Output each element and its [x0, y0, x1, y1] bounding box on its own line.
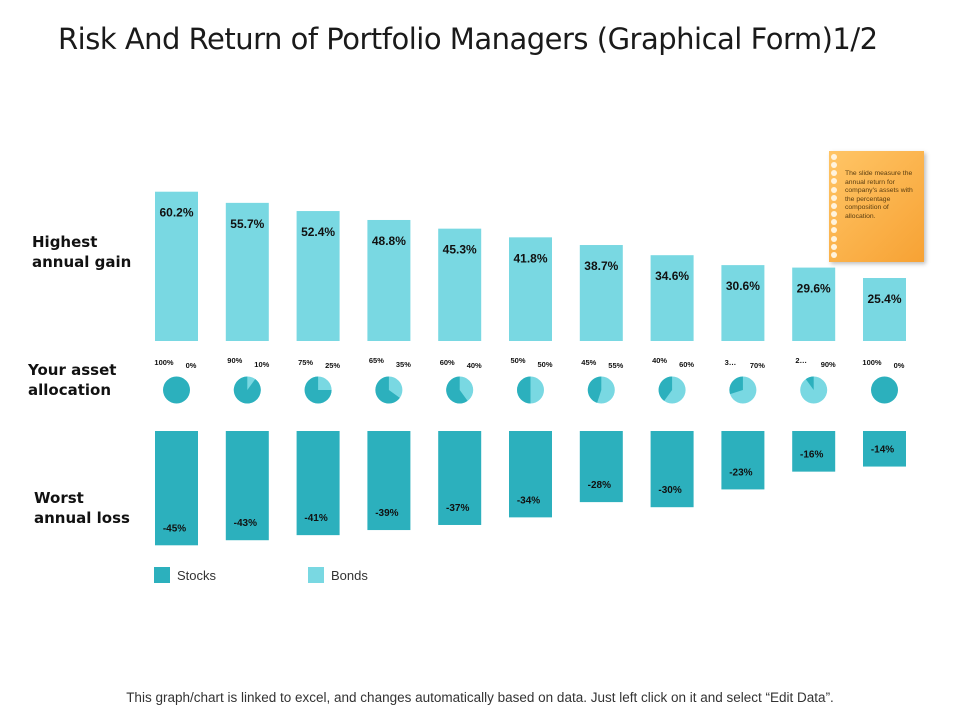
gain-bar [863, 278, 906, 341]
loss-bar-label: -14% [871, 445, 894, 456]
loss-bar-label: -43% [234, 518, 257, 529]
allocation-bond-percent: 70% [750, 361, 765, 370]
allocation-bond-percent: 90% [821, 360, 836, 369]
loss-bar-label: -39% [375, 508, 398, 519]
legend-item-bonds: Bonds [308, 567, 368, 583]
gain-bar-label: 29.6% [797, 282, 831, 296]
loss-bar-label: -37% [446, 503, 469, 514]
row-label-worst-loss: Worst annual loss [34, 488, 154, 528]
loss-bar [579, 431, 623, 503]
allocation-stock-percent: 45% [581, 358, 596, 367]
legend-label-bonds: Bonds [331, 567, 368, 583]
allocation-bond-percent: 50% [537, 360, 552, 369]
legend-item-stocks: Stocks [154, 567, 216, 583]
loss-bar [650, 431, 694, 508]
gain-bar [650, 255, 694, 341]
allocation-bond-percent: 10% [254, 360, 269, 369]
gain-bar-label: 52.4% [301, 225, 335, 239]
loss-bar [438, 431, 482, 525]
page-title: Risk And Return of Portfolio Managers (G… [58, 22, 878, 56]
allocation-stock-percent: 50% [510, 356, 525, 365]
allocation-stock-percent: 2… [795, 356, 807, 365]
row-label-asset-allocation: Your asset allocation [28, 360, 148, 400]
sticky-note: The slide measure the annual return for … [829, 151, 924, 262]
loss-bar [367, 431, 411, 531]
allocation-bond-percent: 35% [396, 360, 411, 369]
allocation-pie-stocks [163, 376, 190, 404]
loss-bar [225, 431, 269, 541]
allocation-bond-percent: 0% [894, 361, 905, 370]
gain-bar [792, 267, 836, 341]
allocation-pie-stocks [375, 376, 400, 404]
row-label-line: annual loss [34, 509, 130, 527]
row-label-line: Your asset [28, 361, 117, 379]
allocation-stock-percent: 100% [154, 358, 174, 367]
loss-bar-label: -28% [588, 480, 611, 491]
gain-bar-label: 48.8% [372, 234, 406, 248]
allocation-pie-stocks [517, 376, 531, 404]
loss-bar [863, 431, 906, 467]
allocation-stock-percent: 75% [298, 358, 313, 367]
row-label-line: annual gain [32, 253, 132, 271]
legend-swatch-stocks [154, 567, 170, 583]
gain-bar-label: 41.8% [513, 251, 547, 265]
allocation-bond-percent: 40% [467, 361, 482, 370]
loss-bar-label: -34% [517, 495, 540, 506]
gain-bar-label: 25.4% [867, 292, 901, 306]
allocation-bond-percent: 60% [679, 360, 694, 369]
note-text: The slide measure the annual return for … [845, 170, 913, 220]
row-label-line: Highest [32, 233, 98, 251]
allocation-stock-percent: 90% [227, 356, 242, 365]
allocation-stock-percent: 40% [652, 356, 667, 365]
loss-bar [509, 431, 552, 518]
gain-bar [225, 202, 269, 341]
loss-bar [792, 431, 836, 472]
allocation-pie-stocks [446, 376, 468, 404]
loss-bar [296, 431, 340, 536]
footer-note: This graph/chart is linked to excel, and… [126, 690, 834, 705]
allocation-pie-stocks [587, 376, 602, 403]
gain-bar-label: 30.6% [726, 279, 760, 293]
gain-bar [367, 219, 411, 341]
loss-bar-label: -45% [163, 523, 186, 534]
gain-bar [155, 191, 198, 341]
loss-bar [721, 431, 765, 490]
legend-label-stocks: Stocks [177, 567, 217, 583]
loss-bar-label: -23% [729, 467, 752, 478]
allocation-bond-percent: 0% [186, 361, 197, 370]
allocation-stock-percent: 3… [725, 358, 737, 367]
gain-bar-label: 60.2% [159, 206, 193, 220]
loss-bar-label: -30% [658, 485, 681, 496]
loss-bar-label: -41% [304, 513, 327, 524]
allocation-bond-percent: 55% [608, 361, 623, 370]
gain-bar [721, 265, 765, 341]
gain-bar [509, 237, 552, 341]
allocation-pie-stocks [658, 376, 673, 401]
allocation-bond-percent: 25% [325, 361, 340, 370]
row-label-highest-gain: Highest annual gain [32, 232, 152, 272]
gain-bar-label: 55.7% [230, 217, 264, 231]
loss-bar-label: -16% [800, 450, 823, 461]
allocation-stock-percent: 100% [862, 358, 882, 367]
allocation-pie-stocks [805, 376, 814, 390]
allocation-stock-percent: 65% [369, 356, 384, 365]
allocation-pie-stocks [729, 376, 743, 395]
gain-bar [296, 211, 340, 341]
allocation-pie-stocks [871, 376, 898, 404]
allocation-pie-stocks [304, 376, 332, 404]
legend-swatch-bonds [308, 567, 324, 583]
row-label-line: allocation [28, 381, 112, 399]
gain-bar [579, 245, 623, 341]
gain-bar-label: 34.6% [655, 269, 689, 283]
allocation-pie-stocks [233, 376, 261, 404]
gain-bar [438, 228, 482, 341]
gain-bar-label: 45.3% [443, 243, 477, 257]
gain-bar-label: 38.7% [584, 259, 618, 273]
loss-bar [155, 431, 198, 546]
allocation-stock-percent: 60% [440, 358, 455, 367]
note-binding-holes [831, 154, 837, 258]
row-label-line: Worst [34, 489, 84, 507]
